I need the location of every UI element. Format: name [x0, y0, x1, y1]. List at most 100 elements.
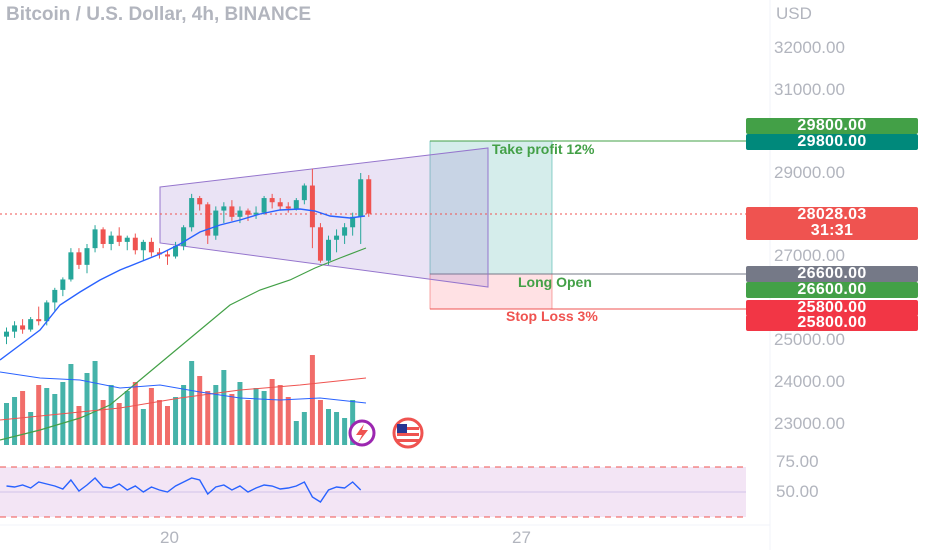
- candle-body[interactable]: [197, 198, 203, 205]
- candle-body[interactable]: [317, 227, 323, 261]
- volume-bar: [4, 403, 9, 445]
- volume-bar: [285, 397, 291, 445]
- candle-body[interactable]: [181, 227, 187, 247]
- volume-ma-fast-line: [0, 371, 367, 404]
- volume-bar: [342, 418, 348, 445]
- volume-bar: [100, 400, 106, 445]
- volume-bar: [36, 385, 42, 445]
- candle-body[interactable]: [108, 235, 114, 244]
- candle-body[interactable]: [189, 198, 195, 228]
- volume-layer: [4, 355, 364, 445]
- rsi-line: [6, 477, 362, 503]
- volume-bar: [269, 379, 275, 445]
- take-profit-price-badge: 29800.00: [746, 118, 918, 134]
- candle-body[interactable]: [12, 325, 18, 332]
- candle-body[interactable]: [309, 185, 315, 228]
- candle-countdown: 31:31: [810, 222, 854, 239]
- candle-body[interactable]: [326, 239, 331, 261]
- volume-bar: [293, 421, 299, 445]
- volume-bar: [326, 409, 331, 445]
- candle-body[interactable]: [124, 237, 130, 242]
- candle-body[interactable]: [358, 179, 364, 217]
- candle-body[interactable]: [156, 252, 162, 255]
- candle-body[interactable]: [52, 289, 58, 303]
- candle-body[interactable]: [60, 279, 66, 290]
- volume-bar: [116, 403, 122, 445]
- candle-body[interactable]: [350, 216, 356, 228]
- volume-bar: [140, 409, 146, 445]
- candle-body[interactable]: [366, 179, 372, 214]
- candle-body[interactable]: [293, 200, 299, 209]
- volume-bar: [245, 400, 251, 445]
- volume-bar: [309, 355, 315, 445]
- candle-body[interactable]: [342, 227, 348, 236]
- volume-bar: [12, 397, 18, 445]
- price-tick: 32000.00: [774, 38, 845, 57]
- stop-loss-zone[interactable]: [429, 273, 553, 310]
- candle-body[interactable]: [334, 235, 340, 240]
- volume-bar: [221, 370, 227, 445]
- candle-body[interactable]: [140, 241, 146, 251]
- volume-bar: [213, 385, 219, 445]
- volume-bar: [189, 361, 195, 445]
- candle-body[interactable]: [261, 198, 267, 213]
- candle-body[interactable]: [148, 241, 154, 253]
- candle-body[interactable]: [100, 229, 106, 244]
- us-flag-icon[interactable]: [392, 417, 424, 449]
- volume-bar: [52, 394, 58, 445]
- volume-bar: [28, 412, 34, 445]
- candle-body[interactable]: [132, 237, 138, 251]
- candle-body[interactable]: [245, 210, 251, 215]
- candle-body[interactable]: [253, 212, 259, 215]
- long-open-label: Long Open: [518, 274, 592, 290]
- volume-bar: [261, 391, 267, 445]
- volume-bar: [317, 400, 323, 445]
- candle-body[interactable]: [173, 246, 179, 257]
- candle-body[interactable]: [285, 206, 291, 209]
- volume-bar: [197, 376, 203, 445]
- price-tick: 23000.00: [774, 414, 845, 433]
- volume-bar: [68, 364, 74, 445]
- volume-bar: [108, 385, 114, 445]
- volume-bar: [173, 397, 179, 445]
- volume-bar: [124, 391, 130, 445]
- long-open-target-badge: 26600.00: [746, 282, 918, 298]
- price-tick: 27000.00: [774, 246, 845, 265]
- candle-body[interactable]: [84, 248, 90, 265]
- candle-body[interactable]: [301, 185, 307, 201]
- candle-body[interactable]: [237, 210, 243, 217]
- candle-body[interactable]: [221, 206, 227, 211]
- currency-label: USD: [776, 4, 812, 23]
- volume-bar: [84, 373, 90, 445]
- candle-body[interactable]: [205, 204, 211, 236]
- candle-body[interactable]: [36, 319, 42, 322]
- candle-body[interactable]: [165, 254, 170, 257]
- take-profit-label: Take profit 12%: [492, 141, 595, 157]
- ma-fast-line: [0, 208, 366, 361]
- candle-body[interactable]: [116, 235, 122, 242]
- candle-body[interactable]: [76, 252, 82, 265]
- candle-body[interactable]: [92, 229, 98, 249]
- candle-body[interactable]: [213, 210, 219, 236]
- volume-bar: [148, 388, 154, 445]
- candle-body[interactable]: [229, 206, 235, 217]
- candle-body[interactable]: [44, 302, 50, 322]
- volume-bar: [92, 361, 98, 445]
- price-tick: 31000.00: [774, 80, 845, 99]
- volume-bar: [156, 400, 162, 445]
- volume-bar: [76, 406, 82, 445]
- candle-body[interactable]: [28, 319, 34, 330]
- flash-icon[interactable]: [348, 419, 376, 447]
- price-tick: 24000.00: [774, 372, 845, 391]
- candle-body[interactable]: [277, 202, 283, 207]
- candle-body[interactable]: [4, 331, 9, 337]
- price-tick: 29000.00: [774, 163, 845, 182]
- candle-body[interactable]: [269, 198, 275, 203]
- chart-title: Bitcoin / U.S. Dollar, 4h, BINANCE: [6, 4, 312, 25]
- candle-body[interactable]: [20, 325, 26, 330]
- candle-body[interactable]: [68, 252, 74, 280]
- volume-bar: [301, 412, 307, 445]
- stop-loss-label: Stop Loss 3%: [506, 308, 598, 324]
- channel-pattern[interactable]: [159, 147, 489, 288]
